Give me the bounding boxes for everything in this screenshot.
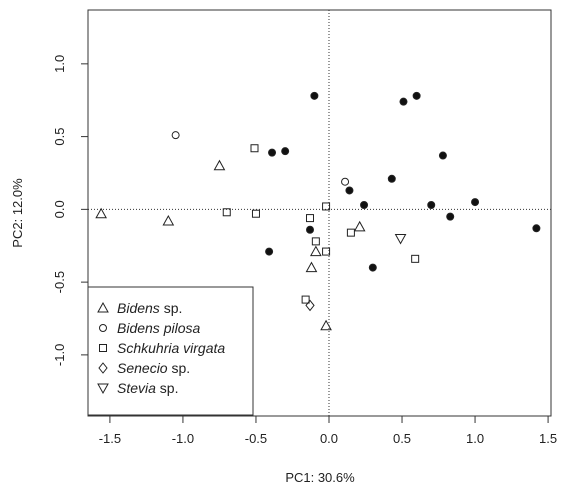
y-tick-label: -1.0 xyxy=(52,344,67,366)
data-point-square-open xyxy=(412,255,419,262)
legend-entry-label: Senecio sp. xyxy=(117,360,190,376)
data-point-circle-filled xyxy=(361,201,368,208)
y-axis-title: PC2: 12.0% xyxy=(10,178,25,248)
data-point-triangle-up xyxy=(214,161,224,170)
y-tick-label: -0.5 xyxy=(52,271,67,293)
data-point-triangle-up xyxy=(306,263,316,272)
data-point-circle-filled xyxy=(269,149,276,156)
data-point-triangle-down xyxy=(396,234,406,243)
legend-entry-label: Bidens sp. xyxy=(117,300,182,316)
x-tick-label: 1.0 xyxy=(466,431,484,446)
data-point-square-open xyxy=(323,248,330,255)
data-point-triangle-up xyxy=(96,209,106,218)
data-point-circle-filled xyxy=(369,264,376,271)
legend: Bidens sp. Bidens pilosa Schkuhria virgata… xyxy=(88,287,253,415)
data-point-triangle-up xyxy=(311,247,321,256)
data-point-triangle-up xyxy=(163,216,173,225)
data-point-square-open xyxy=(312,238,319,245)
data-point-circle-filled xyxy=(428,201,435,208)
data-point-square-open xyxy=(251,145,258,152)
x-tick-label: 0.0 xyxy=(320,431,338,446)
y-tick-label: 0.0 xyxy=(52,200,67,218)
data-point-circle-filled xyxy=(472,199,479,206)
data-point-diamond-open xyxy=(306,300,314,310)
data-point-circle-filled xyxy=(400,98,407,105)
y-axis: -1.0 -0.5 0.0 0.5 1.0 xyxy=(52,55,88,366)
x-axis: -1.5 -1.0 -0.5 0.0 0.5 1.0 1.5 xyxy=(99,416,557,446)
x-tick-label: -1.0 xyxy=(172,431,194,446)
x-tick-label: -1.5 xyxy=(99,431,121,446)
data-point-circle-open xyxy=(342,178,349,185)
legend-entry-label: Bidens pilosa xyxy=(117,320,200,336)
data-point-circle-filled xyxy=(346,187,353,194)
data-point-circle-filled xyxy=(413,92,420,99)
data-point-triangle-up xyxy=(355,222,365,231)
data-point-square-open xyxy=(347,229,354,236)
x-tick-label: -0.5 xyxy=(245,431,267,446)
data-point-circle-filled xyxy=(439,152,446,159)
data-point-square-open xyxy=(307,215,314,222)
data-point-circle-filled xyxy=(282,148,289,155)
data-point-square-open xyxy=(252,210,259,217)
legend-entry-label: Stevia sp. xyxy=(117,380,179,396)
data-point-circle-filled xyxy=(307,226,314,233)
data-point-circle-filled xyxy=(266,248,273,255)
y-tick-label: 1.0 xyxy=(52,55,67,73)
x-tick-label: 0.5 xyxy=(393,431,411,446)
data-point-triangle-up xyxy=(321,321,331,330)
data-point-circle-filled xyxy=(388,175,395,182)
data-point-circle-open xyxy=(172,132,179,139)
legend-entry-label: Schkuhria virgata xyxy=(117,340,225,356)
y-tick-label: 0.5 xyxy=(52,128,67,146)
data-point-circle-filled xyxy=(311,92,318,99)
data-point-circle-filled xyxy=(533,225,540,232)
x-axis-title: PC1: 30.6% xyxy=(285,470,355,485)
data-point-circle-filled xyxy=(447,213,454,220)
x-tick-label: 1.5 xyxy=(539,431,557,446)
